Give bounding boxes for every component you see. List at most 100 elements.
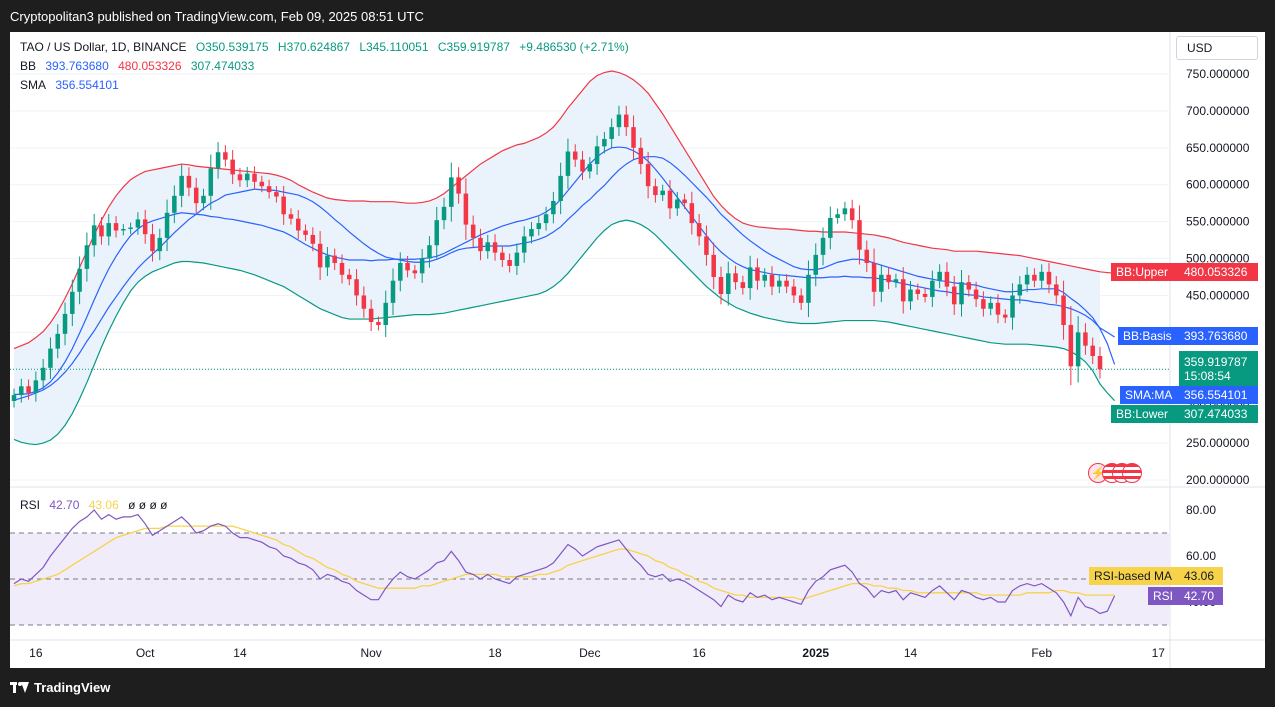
- rsi-tick-label: 60.00: [1186, 549, 1216, 563]
- candle-body: [726, 273, 731, 294]
- candle-body: [470, 224, 476, 238]
- candle-body: [922, 293, 928, 297]
- time-axis-label: 14: [233, 646, 247, 660]
- rsi-ma-line: [13, 525, 1115, 601]
- candle-body: [1075, 332, 1081, 367]
- candle-body: [543, 214, 549, 224]
- rsi-legend: RSI 42.70 43.06 ø ø ø ø: [20, 498, 173, 512]
- candle-body: [1024, 274, 1030, 285]
- candle-body: [842, 208, 848, 215]
- candle-body: [208, 168, 214, 196]
- candle-body: [835, 214, 840, 218]
- candle-body: [26, 386, 31, 393]
- bb-lower-line: [13, 219, 1116, 446]
- time-axis-label: 14: [904, 646, 918, 660]
- candle-body: [84, 245, 90, 269]
- rsi-tag-label: RSI: [1148, 587, 1179, 605]
- candle-body: [70, 291, 75, 314]
- candle-body: [514, 252, 520, 266]
- bb-legend-label: BB: [20, 59, 37, 73]
- candle-body: [893, 279, 899, 283]
- candle-body: [769, 274, 775, 287]
- candle-body: [572, 151, 578, 160]
- candle-body: [791, 286, 797, 296]
- candle-body: [1010, 295, 1015, 318]
- time-axis-label: 17: [1152, 646, 1166, 660]
- price-tick-label: 750.000000: [1186, 67, 1250, 81]
- price-tick-label: 700.000000: [1186, 104, 1250, 118]
- candle-body: [48, 348, 53, 368]
- candle-body: [106, 223, 112, 237]
- candle-body: [536, 223, 542, 230]
- ohlc-close: C359.919787: [437, 40, 510, 54]
- candle-body: [638, 147, 644, 165]
- candle-body: [274, 192, 279, 197]
- candle-body: [740, 282, 746, 289]
- candle-body: [223, 152, 228, 160]
- candle-body: [944, 271, 950, 287]
- candle-body: [157, 237, 163, 252]
- candle-body: [616, 114, 622, 128]
- candle-body: [849, 208, 855, 221]
- currency-button[interactable]: USD: [1176, 36, 1258, 60]
- candle-body: [565, 151, 571, 176]
- candle-body: [988, 302, 993, 309]
- publisher-line: Cryptopolitan3 published on TradingView.…: [10, 9, 424, 24]
- candle-body: [303, 230, 308, 235]
- tradingview-logo[interactable]: TradingView: [10, 680, 110, 695]
- us-events-icon[interactable]: ⚡: [1088, 462, 1148, 484]
- candle-body: [733, 273, 738, 283]
- candle-body: [777, 280, 782, 287]
- candle-body: [99, 225, 104, 237]
- candle-body: [135, 219, 141, 228]
- price-tick-label: 200.000000: [1186, 473, 1250, 487]
- candle-body: [419, 258, 425, 274]
- candle-body: [645, 164, 651, 187]
- bb-upper-tag-label: BB:Upper: [1111, 263, 1179, 281]
- price-tick-label: 600.000000: [1186, 178, 1250, 192]
- candles: [11, 105, 1103, 408]
- candle-body: [77, 268, 82, 292]
- time-axis-label: 2025: [802, 646, 829, 660]
- indicator-lines: [10, 70, 1170, 446]
- candle-body: [879, 274, 884, 292]
- bollinger-band-area: [14, 71, 1100, 445]
- bottom-bar: [0, 668, 1275, 707]
- rsi-legend-label: RSI: [20, 498, 41, 512]
- candle-body: [288, 214, 294, 219]
- candle-body: [951, 286, 957, 305]
- candle-body: [128, 227, 133, 230]
- candle-body: [981, 299, 986, 309]
- candle-body: [354, 279, 359, 296]
- candle-body: [660, 190, 665, 196]
- candle-body: [361, 295, 367, 309]
- top-bar: Cryptopolitan3 published on TradingView.…: [0, 0, 1275, 32]
- candle-body: [1002, 314, 1008, 318]
- candle-body: [762, 274, 767, 281]
- price-tick-label: 650.000000: [1186, 141, 1250, 155]
- candle-body: [266, 186, 272, 193]
- ohlc-open: O350.539175: [195, 40, 269, 54]
- candle-body: [828, 217, 833, 238]
- bb-legend-lower: 307.474033: [190, 59, 255, 73]
- candle-body: [332, 255, 337, 263]
- bollinger-band-fill: [14, 71, 1100, 445]
- candle-body: [325, 255, 330, 268]
- rsi-ma-tag-label: RSI-based MA: [1089, 567, 1179, 585]
- candle-body: [33, 380, 39, 393]
- candle-body: [1054, 284, 1059, 296]
- candle-body: [521, 236, 527, 253]
- candle-body: [718, 277, 724, 294]
- candle-body: [281, 196, 286, 215]
- candle-body: [230, 159, 235, 175]
- candle-body: [398, 262, 403, 281]
- rsi-tag-value: 42.70: [1179, 587, 1223, 605]
- time-axis-label: Oct: [136, 646, 155, 660]
- candle-body: [215, 152, 221, 169]
- candle-body: [40, 367, 46, 381]
- candle-body: [434, 220, 439, 246]
- candle-body: [784, 280, 789, 287]
- candle-body: [1097, 355, 1103, 370]
- candle-body: [55, 333, 60, 349]
